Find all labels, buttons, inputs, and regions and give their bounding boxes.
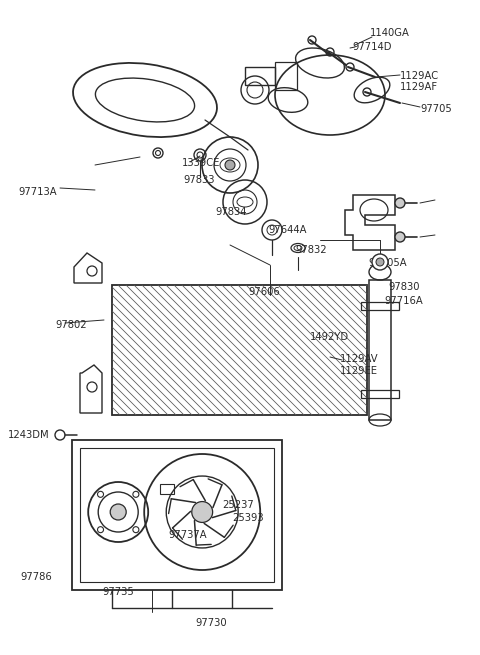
- Text: 97716A: 97716A: [384, 296, 423, 306]
- Text: 97713A: 97713A: [18, 187, 57, 197]
- Bar: [369, 280, 391, 420]
- Text: 97705A: 97705A: [368, 258, 407, 268]
- Bar: [245, 67, 275, 85]
- Circle shape: [372, 254, 388, 270]
- Bar: [361, 302, 399, 310]
- Text: 97644A: 97644A: [268, 225, 307, 235]
- Text: 97834: 97834: [215, 207, 247, 217]
- Text: 25237: 25237: [222, 500, 254, 510]
- Text: 97786: 97786: [20, 572, 52, 582]
- Text: 97730: 97730: [195, 618, 227, 628]
- Text: 97737A: 97737A: [168, 530, 206, 540]
- Text: 97802: 97802: [55, 320, 86, 330]
- Text: 1129EE: 1129EE: [340, 366, 378, 376]
- Text: 97735: 97735: [102, 587, 134, 597]
- Circle shape: [376, 258, 384, 266]
- Bar: [80, 448, 274, 582]
- Text: 97832: 97832: [295, 245, 326, 255]
- Text: 1129AV: 1129AV: [340, 354, 379, 364]
- Text: 1129AC: 1129AC: [400, 71, 439, 81]
- Text: 25393: 25393: [232, 513, 264, 523]
- Text: 1243DM: 1243DM: [8, 430, 49, 440]
- Bar: [275, 62, 297, 90]
- Circle shape: [395, 198, 405, 208]
- Text: 97833: 97833: [183, 175, 215, 185]
- Circle shape: [110, 504, 126, 520]
- Text: 97830: 97830: [388, 282, 420, 292]
- Bar: [361, 390, 399, 398]
- Text: 1339CE: 1339CE: [182, 158, 220, 168]
- Bar: [112, 285, 367, 415]
- Circle shape: [192, 502, 213, 523]
- Text: 1492YD: 1492YD: [310, 332, 349, 342]
- Text: 97606: 97606: [248, 287, 280, 297]
- Circle shape: [395, 232, 405, 242]
- Text: 1129AF: 1129AF: [400, 82, 438, 92]
- Bar: [160, 484, 174, 494]
- Text: 97714D: 97714D: [352, 42, 392, 52]
- Text: 97705: 97705: [420, 104, 452, 114]
- Circle shape: [87, 382, 97, 392]
- Circle shape: [225, 160, 235, 170]
- Text: 1140GA: 1140GA: [370, 28, 410, 38]
- Circle shape: [87, 266, 97, 276]
- Bar: [72, 440, 282, 590]
